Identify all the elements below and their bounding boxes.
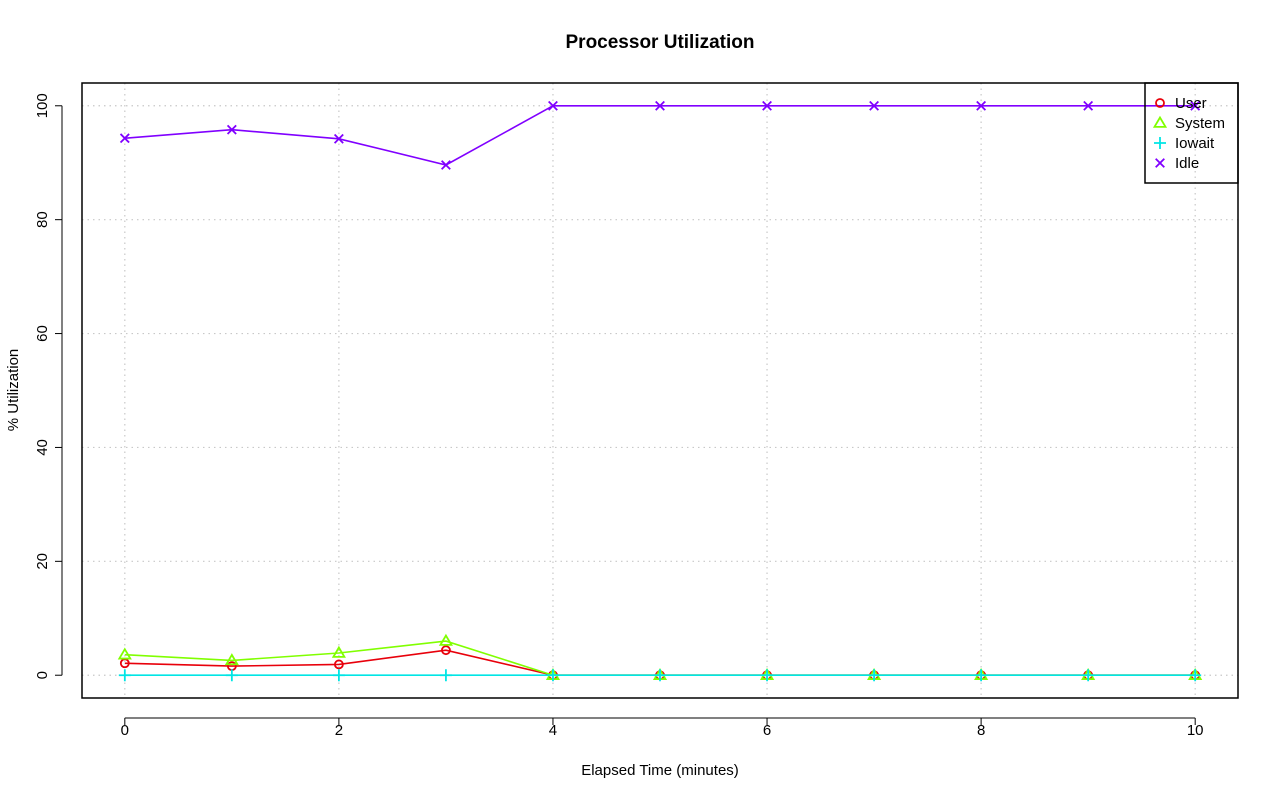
x-tick-label: 6 bbox=[763, 722, 771, 739]
data-point-idle bbox=[762, 100, 772, 111]
data-point-user bbox=[333, 659, 344, 670]
x-tick-label: 2 bbox=[335, 722, 343, 739]
chart-title: Processor Utilization bbox=[566, 32, 755, 53]
data-point-system bbox=[331, 645, 346, 658]
plot-border bbox=[81, 82, 1239, 699]
legend-label-user: User bbox=[1175, 95, 1207, 112]
data-point-iowait bbox=[868, 669, 881, 682]
data-point-idle bbox=[333, 133, 344, 144]
data-point-idle bbox=[655, 100, 665, 111]
legend-box bbox=[1144, 82, 1239, 184]
legend-marker-iowait bbox=[1154, 137, 1166, 149]
data-point-idle bbox=[226, 124, 237, 135]
legend: User System Iowait Idle bbox=[1144, 82, 1239, 184]
y-tick-label: 40 bbox=[34, 439, 51, 456]
y-tick-label: 20 bbox=[34, 553, 51, 570]
data-point-idle bbox=[1083, 100, 1094, 111]
data-point-iowait bbox=[225, 669, 238, 682]
y-axis-label: % Utilization bbox=[5, 349, 22, 432]
data-point-system bbox=[117, 647, 132, 660]
data-point-user bbox=[441, 645, 451, 656]
data-point-system bbox=[224, 653, 239, 666]
data-point-iowait bbox=[761, 669, 774, 682]
y-tick-label: 60 bbox=[34, 325, 51, 342]
data-point-iowait bbox=[118, 669, 131, 682]
x-tick-label: 8 bbox=[977, 722, 985, 739]
x-tick-label: 10 bbox=[1187, 722, 1204, 739]
data-point-iowait bbox=[332, 669, 345, 682]
data-point-idle bbox=[548, 100, 558, 111]
legend-label-system: System bbox=[1175, 115, 1225, 132]
data-point-iowait bbox=[1189, 669, 1202, 682]
legend-marker-user bbox=[1155, 98, 1165, 108]
data-point-idle bbox=[869, 100, 880, 111]
series-iowait bbox=[118, 669, 1202, 682]
data-point-idle bbox=[1190, 100, 1201, 111]
y-tick-label: 80 bbox=[34, 211, 51, 228]
data-point-iowait bbox=[654, 669, 666, 682]
data-point-iowait bbox=[1082, 669, 1095, 682]
data-point-iowait bbox=[439, 669, 452, 682]
legend-marker-system bbox=[1152, 115, 1168, 128]
x-tick-label: 0 bbox=[121, 722, 129, 739]
series-group bbox=[117, 100, 1203, 682]
data-point-idle bbox=[119, 133, 130, 144]
y-tick-label: 0 bbox=[34, 671, 51, 679]
series-idle bbox=[119, 100, 1201, 170]
x-tick-label: 4 bbox=[549, 722, 557, 739]
legend-label-iowait: Iowait bbox=[1175, 135, 1215, 152]
x-axis-label: Elapsed Time (minutes) bbox=[581, 762, 739, 779]
data-point-idle bbox=[440, 160, 451, 170]
data-point-iowait bbox=[975, 669, 988, 682]
data-point-system bbox=[438, 633, 453, 646]
y-tick-label: 100 bbox=[34, 93, 51, 118]
data-point-iowait bbox=[546, 669, 559, 682]
data-point-idle bbox=[976, 100, 987, 111]
legend-label-idle: Idle bbox=[1175, 155, 1199, 172]
legend-marker-idle bbox=[1155, 158, 1165, 168]
